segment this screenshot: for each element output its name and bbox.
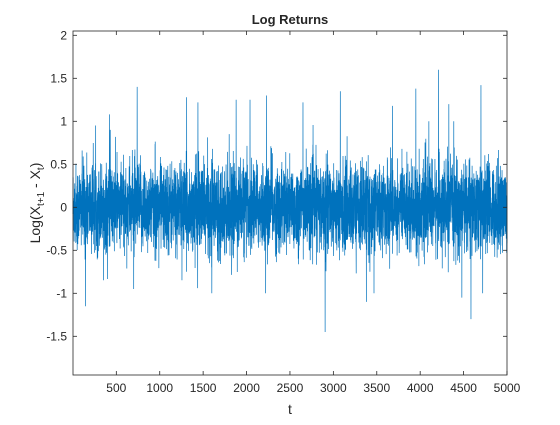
y-tick-label: 0 [60, 200, 67, 214]
y-axis-label-main: Log(X [27, 205, 43, 243]
x-tick-label: 4500 [450, 381, 477, 395]
y-axis-label-mid: - X [27, 169, 43, 191]
y-axis-label-end: ) [27, 163, 43, 168]
y-tick-label: -1 [56, 286, 67, 300]
x-tick-label: 1500 [190, 381, 217, 395]
plot-area [73, 70, 507, 332]
x-tick-label: 4000 [407, 381, 434, 395]
chart-title: Log Returns [252, 12, 329, 27]
y-axis-label: Log(Xt+1 - Xt) [27, 163, 47, 244]
x-tick-label: 2000 [233, 381, 260, 395]
x-tick-label: 5000 [494, 381, 521, 395]
x-tick-label: 2500 [277, 381, 304, 395]
y-axis-label-sub1: t+1 [36, 191, 47, 206]
y-tick-label: -1.5 [46, 329, 67, 343]
x-tick-label: 1000 [146, 381, 173, 395]
x-tick-label: 500 [106, 381, 126, 395]
y-tick-label: 1 [60, 114, 67, 128]
series-line [73, 70, 507, 332]
y-tick-label: -0.5 [46, 243, 67, 257]
y-tick-label: 2 [60, 28, 67, 42]
y-tick-label: 0.5 [50, 157, 67, 171]
y-tick-label: 1.5 [50, 71, 67, 85]
x-tick-label: 3000 [320, 381, 347, 395]
x-axis-label: t [288, 401, 292, 417]
x-tick-label: 3500 [363, 381, 390, 395]
